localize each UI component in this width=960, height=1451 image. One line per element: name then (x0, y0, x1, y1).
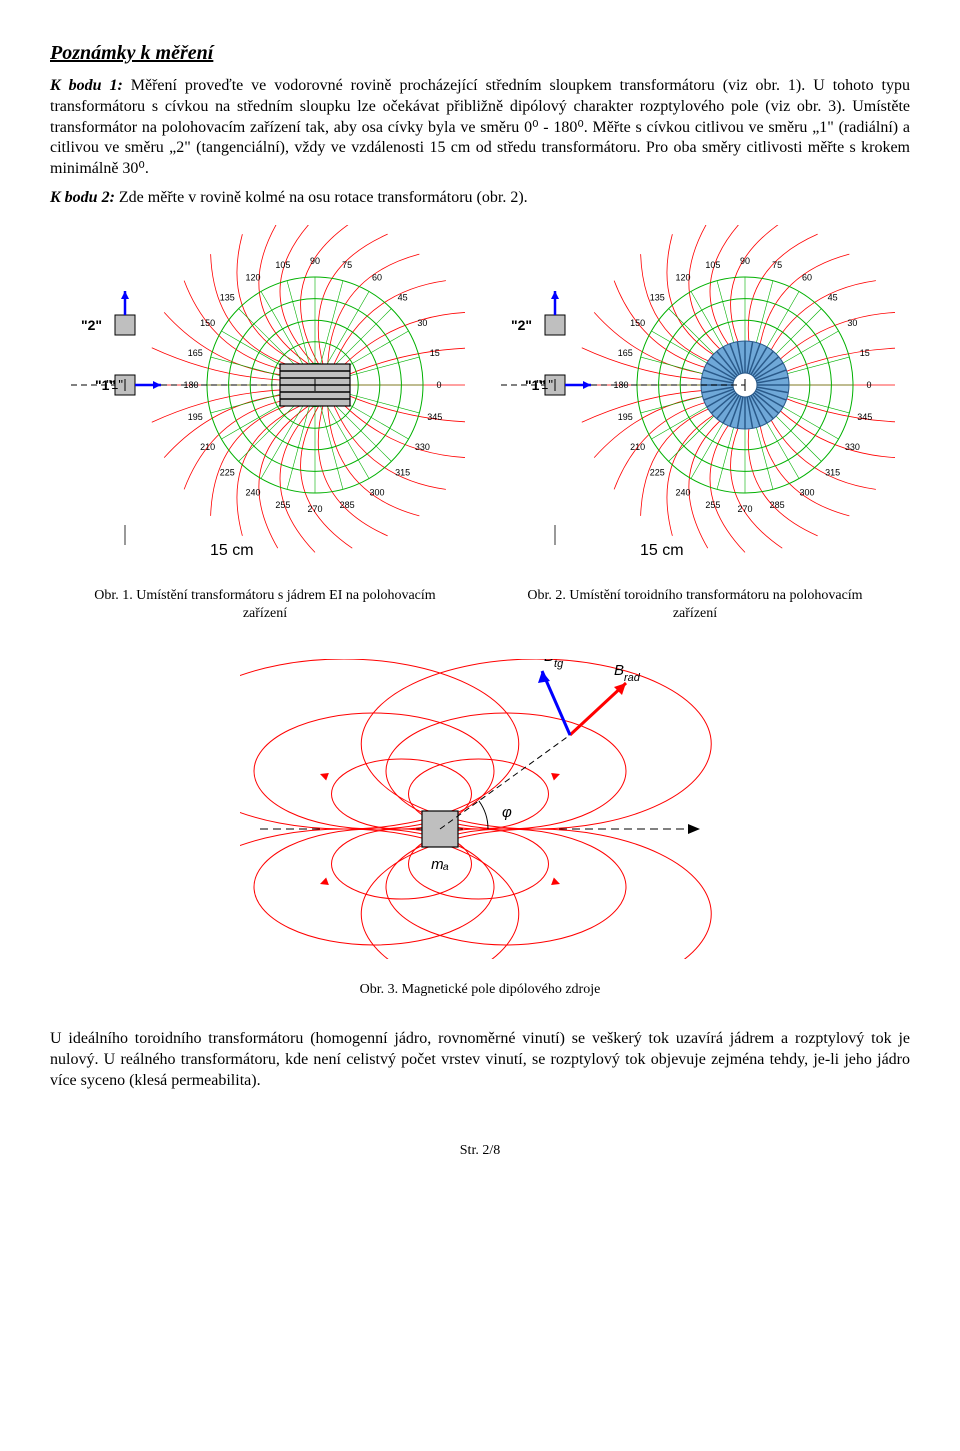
svg-text:195: 195 (188, 412, 203, 422)
svg-text:30: 30 (847, 318, 857, 328)
svg-text:285: 285 (770, 500, 785, 510)
svg-text:165: 165 (188, 348, 203, 358)
svg-text:330: 330 (845, 442, 860, 452)
svg-text:45: 45 (398, 292, 408, 302)
svg-text:300: 300 (799, 487, 814, 497)
caption-row-1-2: Obr. 1. Umístění transformátoru s jádrem… (50, 587, 910, 623)
paragraph-2: K bodu 2: Zde měřte v rovině kolmé na os… (50, 188, 910, 209)
figure-1: 0153045607590105120135150165180195210225… (65, 225, 465, 565)
svg-text:210: 210 (630, 442, 645, 452)
para2-lead: K bodu 2: (50, 189, 115, 206)
svg-text:255: 255 (275, 500, 290, 510)
svg-text:φ: φ (502, 804, 512, 821)
svg-text:90: 90 (310, 256, 320, 266)
svg-text:15 cm: 15 cm (640, 542, 684, 559)
svg-text:0: 0 (436, 380, 441, 390)
svg-text:"2": "2" (511, 317, 532, 333)
figure-3-svg: mₐ φ Btg Brad (240, 659, 720, 959)
svg-text:165: 165 (618, 348, 633, 358)
svg-text:150: 150 (200, 318, 215, 328)
svg-text:225: 225 (220, 467, 235, 477)
svg-text:345: 345 (427, 412, 442, 422)
caption-2: Obr. 2. Umístění toroidního transformáto… (506, 587, 884, 623)
figure-2: 0153045607590105120135150165180195210225… (495, 225, 895, 565)
svg-text:135: 135 (220, 292, 235, 302)
svg-text:255: 255 (705, 500, 720, 510)
svg-text:"2": "2" (81, 317, 102, 333)
svg-text:270: 270 (307, 504, 322, 514)
figure-3: mₐ φ Btg Brad (240, 659, 720, 959)
svg-text:240: 240 (675, 487, 690, 497)
paragraph-3: U ideálního toroidního transformátoru (h… (50, 1029, 910, 1091)
svg-text:Brad: Brad (614, 662, 641, 684)
svg-text:45: 45 (828, 292, 838, 302)
svg-text:225: 225 (650, 467, 665, 477)
svg-text:15: 15 (430, 348, 440, 358)
para1-lead: K bodu 1: (50, 77, 123, 94)
svg-text:"1": "1" (525, 377, 546, 393)
caption-1: Obr. 1. Umístění transformátoru s jádrem… (76, 587, 454, 623)
svg-text:315: 315 (825, 467, 840, 477)
figure-2-svg: 0153045607590105120135150165180195210225… (495, 225, 895, 565)
figure-row-3: mₐ φ Btg Brad (50, 659, 910, 959)
svg-text:Btg: Btg (544, 659, 564, 670)
svg-text:210: 210 (200, 442, 215, 452)
figure-1-svg: 0153045607590105120135150165180195210225… (65, 225, 465, 565)
svg-text:345: 345 (857, 412, 872, 422)
svg-text:240: 240 (245, 487, 260, 497)
para1-body: Měření proveďte ve vodorovné rovině proc… (50, 77, 910, 177)
page-footer: Str. 2/8 (50, 1142, 910, 1160)
svg-text:75: 75 (772, 260, 782, 270)
svg-text:105: 105 (705, 260, 720, 270)
svg-text:270: 270 (737, 504, 752, 514)
svg-text:"1": "1" (95, 377, 116, 393)
svg-text:150: 150 (630, 318, 645, 328)
svg-text:30: 30 (417, 318, 427, 328)
svg-text:315: 315 (395, 467, 410, 477)
svg-text:105: 105 (275, 260, 290, 270)
figure-row-1-2: 0153045607590105120135150165180195210225… (50, 225, 910, 565)
svg-text:300: 300 (369, 487, 384, 497)
svg-text:285: 285 (340, 500, 355, 510)
svg-text:0: 0 (866, 380, 871, 390)
svg-text:135: 135 (650, 292, 665, 302)
paragraph-1: K bodu 1: Měření proveďte ve vodorovné r… (50, 76, 910, 180)
para2-body: Zde měřte v rovině kolmé na osu rotace t… (115, 189, 528, 206)
svg-text:mₐ: mₐ (431, 856, 449, 873)
svg-text:90: 90 (740, 256, 750, 266)
svg-text:15: 15 (860, 348, 870, 358)
svg-text:15 cm: 15 cm (210, 542, 254, 559)
svg-text:75: 75 (342, 260, 352, 270)
svg-text:60: 60 (802, 272, 812, 282)
svg-text:330: 330 (415, 442, 430, 452)
svg-text:60: 60 (372, 272, 382, 282)
svg-text:195: 195 (618, 412, 633, 422)
section-title: Poznámky k měření (50, 40, 910, 66)
caption-3: Obr. 3. Magnetické pole dipólového zdroj… (50, 981, 910, 999)
svg-text:120: 120 (245, 272, 260, 282)
svg-text:120: 120 (675, 272, 690, 282)
